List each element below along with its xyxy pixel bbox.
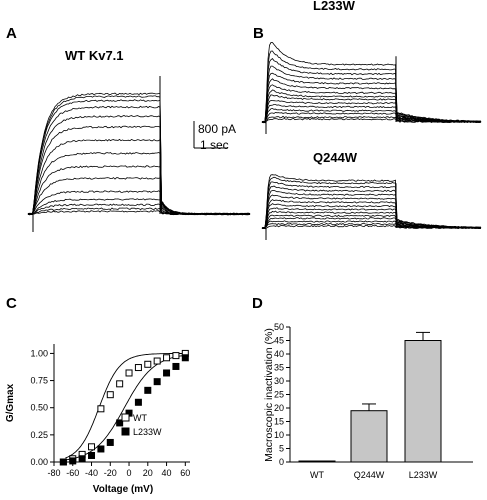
- chart-d-y-tick-label: 5: [279, 444, 284, 454]
- chart-c-legend-marker-wt: [121, 413, 130, 422]
- chart-d-y-tick-label: 50: [274, 322, 284, 332]
- chart-c-x-tick-label: -40: [85, 468, 98, 478]
- panel-b-title-bottom: Q244W: [313, 150, 358, 165]
- panel-a-title: WT Kv7.1: [65, 48, 124, 63]
- chart-c-x-tick-label: 40: [162, 468, 172, 478]
- chart-c-point-l233w: [163, 369, 171, 377]
- chart-c-y-tick-label: 0.75: [30, 376, 48, 386]
- trace-wt-4: [27, 198, 251, 216]
- trace-l233w-15: [261, 41, 482, 124]
- chart-c-legend-label: WT: [133, 413, 147, 423]
- chart-c-point-l233w: [106, 438, 114, 446]
- chart-d-y-tick-label: 40: [274, 349, 284, 359]
- chart-c-x-tick-label: 0: [127, 468, 132, 478]
- trace-q244w-15: [261, 174, 482, 229]
- chart-c-point-wt: [125, 369, 133, 377]
- trace-wt-14: [27, 95, 251, 216]
- chart-d-y-tick-label: 35: [274, 363, 284, 373]
- trace-wt-13: [27, 99, 251, 216]
- trace-l233w-1: [262, 118, 482, 124]
- chart-c-ylabel: G/Gmax: [5, 383, 16, 422]
- chart-c-y-tick-label: 0.25: [30, 430, 48, 440]
- scale-time-label: 1 sec: [200, 138, 229, 152]
- chart-d-y-tick-label: 20: [274, 403, 284, 413]
- trace-wt-7: [28, 165, 251, 216]
- trace-l233w-7: [261, 94, 482, 123]
- chart-c-point-wt: [134, 364, 142, 372]
- trace-q244w-13: [261, 181, 482, 229]
- chart-c: -80 -60 -40 -20 0 20 40 60 0.00 0.25 0.50 0.75 1.00 W…: [30, 344, 190, 478]
- chart-c-point-wt: [116, 380, 124, 388]
- trace-q244w-10: [261, 194, 482, 229]
- chart-c-fit-wt: [65, 352, 188, 459]
- chart-c-x-tick-label: -80: [47, 468, 60, 478]
- chart-c-point-l233w: [144, 386, 152, 394]
- panel-b-top-traces: [261, 41, 482, 134]
- chart-c-y-tick-label: 0.00: [30, 457, 48, 467]
- trace-l233w-11: [261, 72, 482, 123]
- chart-d-y-tick-label: 15: [274, 417, 284, 427]
- chart-d: 0 5 10 15 20 25 30 35 40 45 50 WT Q244W L233W: [274, 322, 473, 480]
- chart-c-x-tick-label: -20: [104, 468, 117, 478]
- trace-l233w-12: [261, 65, 482, 123]
- chart-d-y-tick-label: 45: [274, 336, 284, 346]
- chart-c-point-wt: [172, 352, 180, 360]
- scale-current-label: 800 pA: [198, 122, 236, 136]
- panel-letter-a: A: [6, 25, 17, 42]
- panel-c: C -80 -60 -40 -20 0 20 40 60 0.00 0.25 0.50 0.75 1.0…: [5, 295, 190, 495]
- chart-c-y-tick-label: 1.00: [30, 348, 48, 358]
- chart-c-legend-marker-l233w: [121, 427, 130, 436]
- chart-d-bar-l233w: [404, 340, 442, 463]
- chart-d-x-tick-label: Q244W: [354, 470, 385, 480]
- chart-c-point-l233w: [59, 458, 67, 466]
- chart-c-point-wt: [88, 443, 96, 451]
- trace-l233w-4: [261, 108, 482, 123]
- panel-a: A WT Kv7.1 800 pA 1 sec: [6, 25, 251, 232]
- chart-c-point-wt: [163, 354, 171, 362]
- trace-wt-15: [27, 92, 251, 216]
- chart-c-point-l233w: [97, 445, 105, 453]
- panel-d: D 0 5 10 15 20 25 30 35 40 45 50 WT Q244W L233W Macro…: [252, 295, 473, 480]
- panel-letter-c: C: [6, 295, 17, 312]
- chart-c-legend-label: L233W: [133, 427, 162, 437]
- chart-c-point-l233w: [181, 354, 189, 362]
- chart-d-bar-q244w: [350, 410, 388, 463]
- chart-d-ylabel: Macroscopic inactivation (%): [263, 328, 275, 462]
- chart-d-y-tick-label: 30: [274, 376, 284, 386]
- panel-letter-d: D: [252, 295, 263, 312]
- chart-c-xlabel: Voltage (mV): [93, 484, 153, 495]
- chart-c-point-l233w: [116, 419, 124, 427]
- panel-a-traces: [27, 76, 251, 232]
- chart-c-point-wt: [144, 360, 152, 368]
- chart-d-y-tick-label: 25: [274, 390, 284, 400]
- trace-q244w-14: [261, 176, 482, 229]
- trace-l233w-9: [261, 84, 482, 124]
- trace-q244w-6: [261, 210, 482, 229]
- chart-c-point-l233w: [134, 398, 142, 406]
- chart-c-point-wt: [97, 405, 105, 413]
- chart-c-x-tick-label: 60: [180, 468, 190, 478]
- chart-d-y-tick-label: 0: [279, 457, 284, 467]
- chart-d-y-tick-label: 10: [274, 430, 284, 440]
- chart-c-point-wt: [106, 391, 114, 399]
- chart-c-point-l233w: [78, 455, 86, 463]
- panel-b-title-top: L233W: [313, 0, 356, 13]
- chart-c-x-tick-label: -60: [66, 468, 79, 478]
- chart-c-point-l233w: [88, 451, 96, 459]
- chart-d-x-tick-label: WT: [310, 470, 324, 480]
- chart-c-y-tick-label: 0.50: [30, 403, 48, 413]
- chart-c-point-wt: [153, 357, 161, 365]
- chart-c-x-tick-label: 20: [143, 468, 153, 478]
- trace-l233w-10: [261, 78, 481, 123]
- panel-b: B L233W Q244W: [253, 0, 482, 240]
- chart-c-point-l233w: [172, 362, 180, 370]
- panel-letter-b: B: [253, 25, 264, 42]
- chart-c-point-l233w: [69, 457, 77, 465]
- panel-b-bottom-traces: [261, 174, 482, 240]
- chart-c-point-l233w: [153, 378, 161, 386]
- chart-d-bar-wt: [298, 460, 336, 463]
- chart-d-x-tick-label: L233W: [409, 470, 438, 480]
